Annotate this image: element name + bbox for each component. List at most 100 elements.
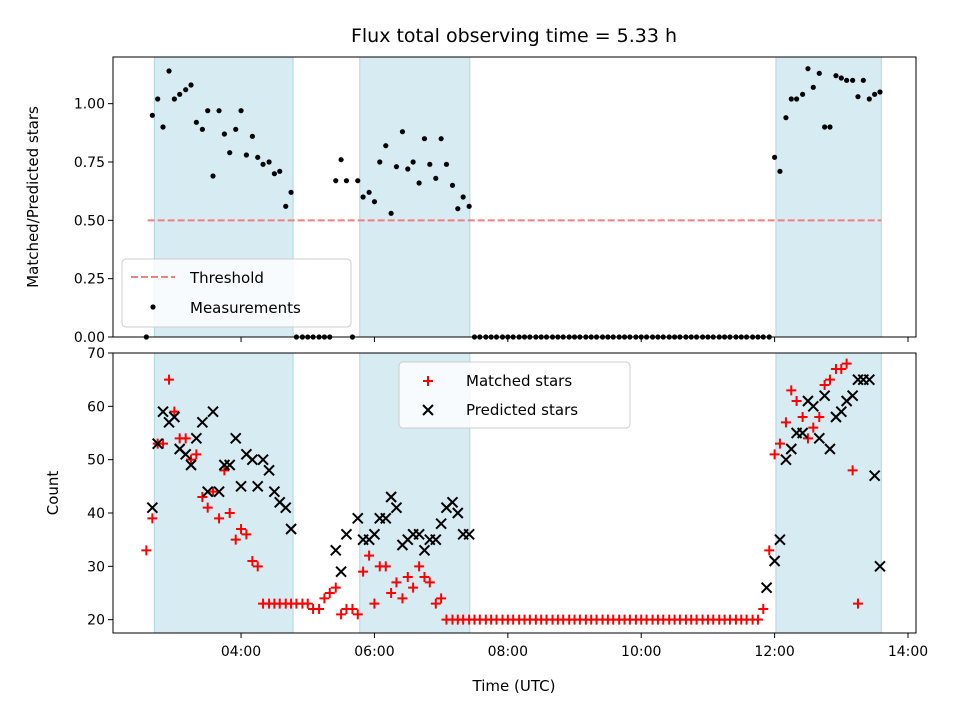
legend-measurement-swatch [150,304,156,310]
measurement-point [777,168,783,174]
measurement-point [177,91,183,97]
matched-star-point [386,588,397,598]
y-tick-label: 60 [87,399,105,415]
predicted-star-point [785,443,797,455]
predicted-star-point [235,480,247,493]
predicted-star-point [246,453,259,466]
bottom-axes-frame [112,352,917,634]
predicted-star-point [330,544,342,557]
matched-star-point [158,438,169,449]
matched-star-point [219,465,230,476]
matched-star-point [814,412,825,422]
predicted-star-point [185,459,197,471]
legend-label: Matched stars [466,372,572,390]
y-tick-label: 0.25 [74,272,105,288]
predicted-star-point [868,469,881,482]
measurement-point [783,115,789,121]
measurement-point [238,108,244,114]
y-tick-label: 50 [87,453,105,469]
matched-star-point [147,513,158,524]
matched-star-point [224,508,235,518]
measurement-point [877,89,883,95]
measurement-point [371,199,378,205]
top-panel: 0.00 0.25 0.50 0.75 1.00 Matched/Predicted st… [24,56,917,346]
predicted-star-point [452,507,464,519]
measurement-point [393,164,400,170]
matched-star-point [314,604,325,614]
measurement-point [277,168,283,174]
measurement-point [243,152,249,158]
measurement-point [210,173,216,179]
matched-star-point [180,433,191,444]
measurement-point [288,189,294,195]
legend-matched-swatch [423,376,433,386]
matched-star-point [330,582,341,593]
measurement-point [443,161,450,167]
measurement-point [199,126,205,132]
matched-star-point [436,593,447,604]
measurement-point [433,175,439,181]
measurement-point [860,77,866,83]
matched-star-point [186,454,197,465]
predicted-star-point [863,373,876,386]
y-tick-label: 40 [87,506,105,522]
measurement-point [333,178,339,184]
matched-star-point [847,465,858,476]
y-tick-label: 1.00 [74,97,105,113]
predicted-star-point [190,432,203,445]
matched-star-point [852,598,863,609]
measurement-point [466,203,472,209]
measurement-point [160,124,166,130]
matched-star-point [419,572,430,582]
measurement-point [260,161,266,167]
matched-star-point [319,593,330,604]
legend-box [398,361,631,429]
matched-star-point [191,449,202,460]
observation-interval [153,352,294,634]
predicted-star-point [268,485,281,498]
predicted-star-point [430,533,442,546]
measurement-point [772,154,778,160]
predicted-star-point [796,427,809,439]
predicted-star-point [380,512,392,525]
matched-star-point [797,412,808,422]
predicted-star-point [151,437,164,450]
predicted-star-point [263,464,275,477]
measurement-point [822,124,828,130]
predicted-star-point [760,581,773,594]
matched-star-point [408,582,419,593]
predicted-star-point [418,544,431,557]
measurement-point [421,136,428,142]
predicted-star-point [285,523,297,535]
measurement-point [377,159,383,165]
predicted-star-point [224,459,236,471]
predicted-star-point [252,480,264,493]
matched-star-point [358,566,369,577]
matched-star-point [141,545,152,556]
legend-label: Predicted stars [466,401,578,419]
measurement-point [810,84,816,90]
measurement-point [449,182,456,188]
matched-star-point [769,449,780,460]
matched-star-point [764,545,775,556]
measurement-point [343,178,350,184]
matched-star-point [758,604,769,614]
matched-star-point [397,593,408,604]
predicted-star-point [340,528,353,541]
measurement-point [183,87,189,93]
predicted-star-point [463,528,475,541]
x-tick-label: 10:00 [621,644,661,660]
y-tick-label: 0.50 [74,213,105,229]
matched-star-point [780,417,791,428]
x-tick-label: 04:00 [221,644,261,660]
predicted-star-point [368,528,381,541]
predicted-star-point [196,416,209,429]
legend-predicted-swatch [422,404,434,416]
measurement-point [149,112,155,118]
measurement-point [193,119,199,125]
measurement-point [221,131,227,137]
measurement-point [227,150,233,156]
matched-star-point [836,364,847,374]
top-axes-frame [112,56,917,338]
